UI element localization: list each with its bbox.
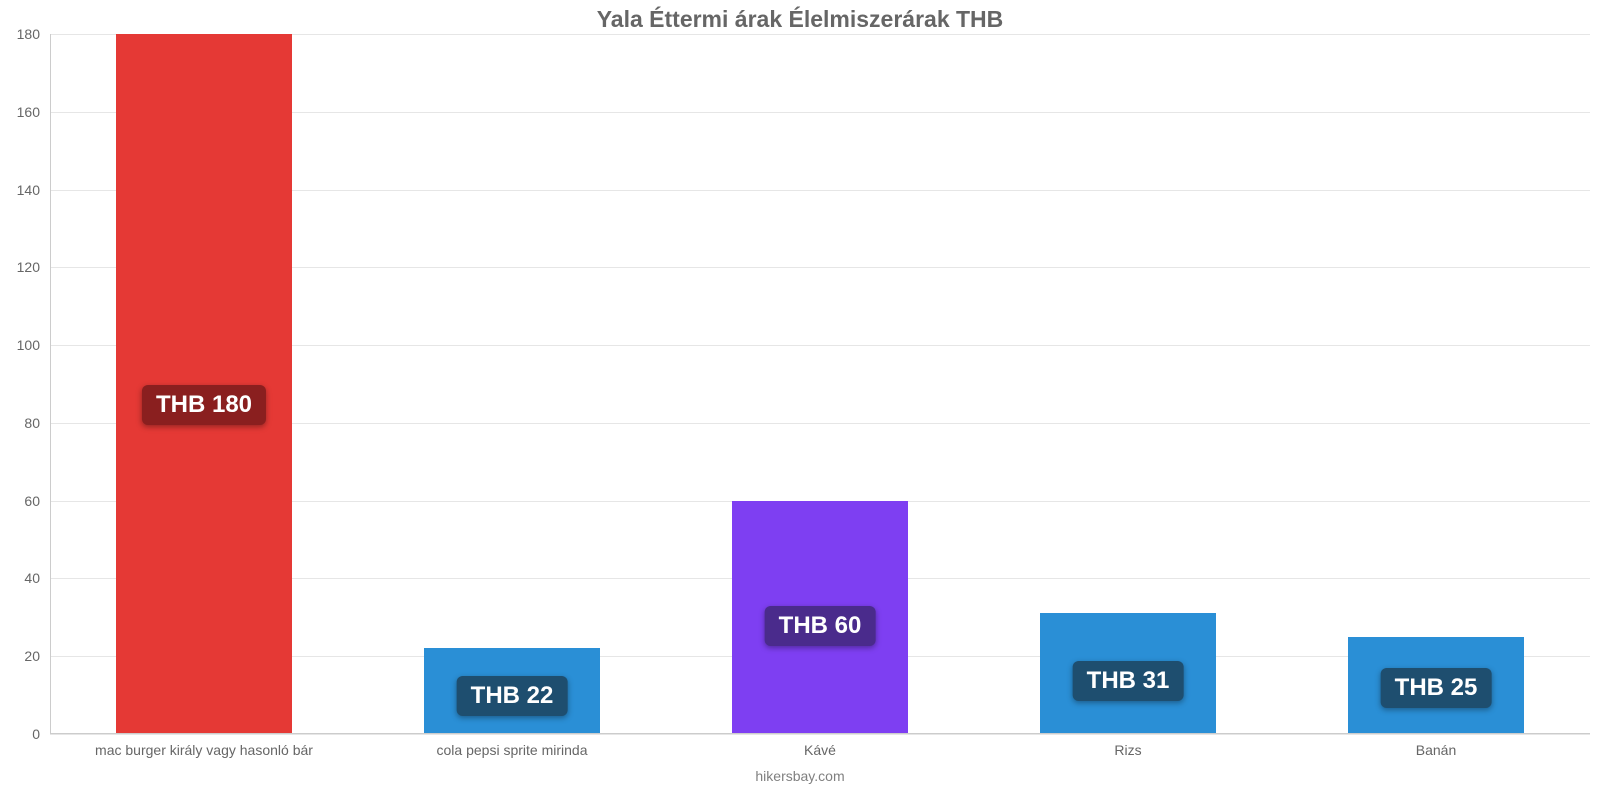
y-axis-line [50, 34, 51, 734]
y-tick-label: 20 [0, 648, 40, 664]
source-text: hikersbay.com [0, 768, 1600, 784]
bar-value-label: THB 60 [765, 606, 876, 646]
y-tick-label: 140 [0, 182, 40, 198]
grid-line [50, 734, 1590, 735]
y-tick-label: 120 [0, 259, 40, 275]
y-tick-label: 160 [0, 104, 40, 120]
y-tick-label: 80 [0, 415, 40, 431]
bar-value-label: THB 180 [142, 385, 266, 425]
x-axis-line [50, 733, 1590, 734]
bar-value-label: THB 31 [1073, 661, 1184, 701]
chart-title: Yala Éttermi árak Élelmiszerárak THB [0, 0, 1600, 33]
bar-chart: Yala Éttermi árak Élelmiszerárak THB THB… [0, 0, 1600, 800]
bar-value-label: THB 25 [1381, 668, 1492, 708]
x-tick-label: Banán [1282, 742, 1590, 758]
y-tick-label: 60 [0, 493, 40, 509]
x-tick-label: Rizs [974, 742, 1282, 758]
y-tick-label: 40 [0, 570, 40, 586]
plot-area: THB 180 THB 22 THB 60 THB 31 THB 25 [50, 34, 1590, 734]
x-tick-label: Kávé [666, 742, 974, 758]
y-tick-label: 100 [0, 337, 40, 353]
y-tick-label: 0 [0, 726, 40, 742]
x-tick-label: cola pepsi sprite mirinda [358, 742, 666, 758]
bars-container: THB 180 THB 22 THB 60 THB 31 THB 25 [50, 34, 1590, 734]
y-tick-label: 180 [0, 26, 40, 42]
x-tick-label: mac burger király vagy hasonló bár [50, 742, 358, 758]
bar-value-label: THB 22 [457, 676, 568, 716]
